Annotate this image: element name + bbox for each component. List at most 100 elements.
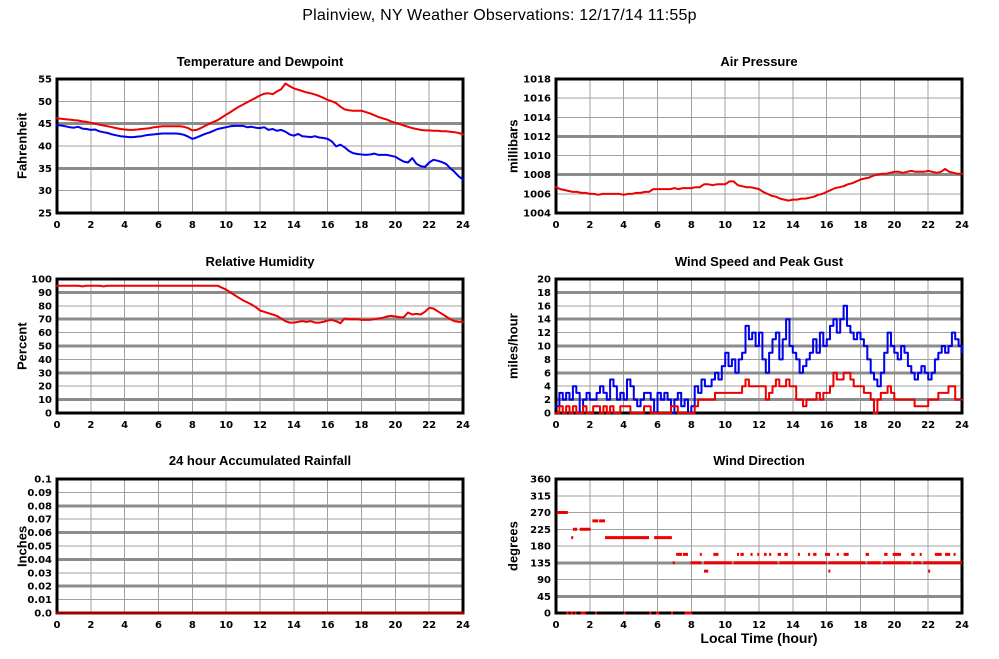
chart-title-rainfall: 24 hour Accumulated Rainfall [168,453,352,468]
svg-text:0: 0 [54,220,61,231]
svg-text:0: 0 [54,620,61,631]
svg-text:14: 14 [786,620,800,631]
svg-text:18: 18 [355,620,369,631]
svg-text:0.04: 0.04 [27,555,52,566]
svg-text:24: 24 [456,220,470,231]
svg-text:2: 2 [87,620,94,631]
chart-title-relative-humidity: Relative Humidity [205,254,315,269]
svg-text:0.08: 0.08 [27,501,52,512]
chart-title-wind-direction: Wind Direction [713,453,805,468]
svg-text:10: 10 [718,620,732,631]
svg-text:100: 100 [31,275,52,286]
svg-text:45: 45 [38,119,52,130]
svg-text:0.06: 0.06 [27,528,52,539]
svg-text:18: 18 [854,420,868,431]
svg-text:18: 18 [537,288,551,299]
svg-text:24: 24 [955,220,969,231]
svg-text:315: 315 [530,491,551,502]
svg-text:0: 0 [54,420,61,431]
svg-text:2: 2 [586,620,593,631]
svg-text:20: 20 [887,220,901,231]
svg-text:24: 24 [955,620,969,631]
svg-text:1018: 1018 [523,75,551,86]
svg-text:0.01: 0.01 [27,595,52,606]
svg-text:18: 18 [854,620,868,631]
svg-text:16: 16 [537,301,551,312]
svg-text:16: 16 [321,220,335,231]
svg-text:70: 70 [38,315,52,326]
svg-text:22: 22 [422,620,436,631]
svg-text:12: 12 [253,220,267,231]
svg-text:10: 10 [718,420,732,431]
svg-text:1014: 1014 [523,113,551,124]
svg-text:16: 16 [820,620,834,631]
svg-text:14: 14 [537,315,551,326]
svg-text:4: 4 [620,420,627,431]
svg-text:180: 180 [530,542,551,553]
svg-text:20: 20 [388,620,402,631]
svg-text:1012: 1012 [523,132,551,143]
svg-text:18: 18 [355,420,369,431]
svg-text:35: 35 [38,164,52,175]
svg-text:4: 4 [620,220,627,231]
svg-text:14: 14 [786,420,800,431]
svg-text:20: 20 [887,420,901,431]
svg-text:0.07: 0.07 [27,515,52,526]
svg-text:16: 16 [321,620,335,631]
svg-text:80: 80 [38,301,52,312]
svg-text:20: 20 [38,382,52,393]
svg-text:0: 0 [553,220,560,231]
svg-text:6: 6 [155,620,162,631]
svg-text:10: 10 [537,342,551,353]
svg-text:25: 25 [38,209,52,220]
svg-text:90: 90 [38,288,52,299]
svg-text:0.09: 0.09 [27,488,52,499]
svg-text:22: 22 [921,420,935,431]
svg-text:2: 2 [544,395,551,406]
svg-text:20: 20 [388,420,402,431]
svg-text:40: 40 [38,355,52,366]
svg-text:2: 2 [586,420,593,431]
svg-text:12: 12 [253,420,267,431]
svg-text:12: 12 [752,420,766,431]
svg-text:50: 50 [38,342,52,353]
svg-text:24: 24 [456,420,470,431]
svg-text:14: 14 [287,220,301,231]
svg-text:12: 12 [752,220,766,231]
chart-title-air-pressure: Air Pressure [720,54,798,69]
svg-text:30: 30 [38,368,52,379]
svg-text:0.05: 0.05 [27,542,52,553]
svg-text:1004: 1004 [523,209,551,220]
svg-text:8: 8 [544,355,551,366]
svg-text:60: 60 [38,328,52,339]
x-axis-label-local-time: Local Time (hour) [700,630,818,646]
svg-text:90: 90 [537,575,551,586]
svg-text:1016: 1016 [523,94,551,105]
svg-text:1006: 1006 [523,189,551,200]
svg-text:4: 4 [620,620,627,631]
svg-text:55: 55 [38,75,52,86]
svg-text:20: 20 [388,220,402,231]
svg-text:0: 0 [45,409,52,420]
svg-text:8: 8 [688,620,695,631]
svg-text:1010: 1010 [523,151,551,162]
chart-title-wind-speed-gust: Wind Speed and Peak Gust [674,254,844,269]
svg-text:0: 0 [544,409,551,420]
svg-text:8: 8 [688,420,695,431]
svg-text:10: 10 [38,395,52,406]
svg-text:50: 50 [38,97,52,108]
svg-text:8: 8 [688,220,695,231]
svg-text:0.0: 0.0 [34,609,52,620]
svg-text:10: 10 [219,220,233,231]
svg-text:22: 22 [422,220,436,231]
svg-text:2: 2 [87,220,94,231]
svg-text:6: 6 [654,620,661,631]
svg-text:270: 270 [530,508,551,519]
svg-text:22: 22 [422,420,436,431]
svg-text:12: 12 [537,328,551,339]
svg-text:2: 2 [87,420,94,431]
